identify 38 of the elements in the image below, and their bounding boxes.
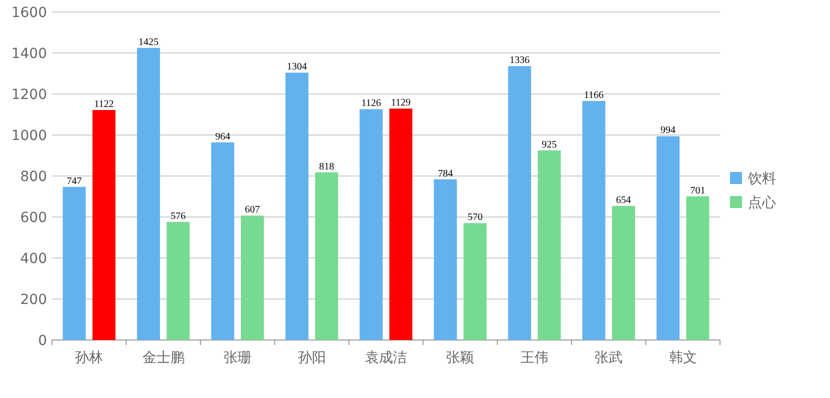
data-label: 576	[170, 210, 186, 222]
y-tick-label: 1400	[11, 46, 47, 62]
data-label: 784	[438, 168, 453, 180]
y-tick-label: 600	[20, 210, 47, 226]
data-label: 925	[542, 139, 557, 150]
y-tick-label: 0	[38, 333, 47, 349]
data-label: 1336	[510, 55, 530, 66]
x-tick-label: 韩文	[668, 350, 697, 366]
y-tick-label: 400	[20, 251, 47, 267]
y-tick-label: 200	[20, 292, 47, 308]
x-tick-label: 张颖	[446, 350, 474, 366]
y-tick-label: 1000	[11, 128, 47, 144]
data-label: 1304	[286, 62, 307, 73]
legend-label: 点心	[748, 195, 776, 211]
data-label: 964	[215, 131, 230, 142]
data-label: 747	[66, 176, 82, 187]
data-label: 1166	[584, 90, 604, 101]
x-tick-label: 张珊	[224, 350, 252, 366]
data-label: 1126	[361, 98, 381, 110]
data-label: 570	[468, 212, 483, 224]
y-tick-label: 1600	[11, 5, 47, 21]
x-tick-label: 王伟	[520, 350, 548, 366]
data-label: 818	[319, 161, 334, 172]
data-label: 1122	[94, 98, 114, 110]
x-tick-label: 金士鹏	[142, 350, 184, 366]
x-tick-label: 袁成洁	[365, 350, 407, 366]
data-label: 994	[660, 125, 676, 136]
legend-label: 饮料	[747, 171, 776, 187]
y-tick-label: 1200	[11, 87, 47, 103]
data-label: 654	[616, 194, 632, 206]
x-tick-label: 孙林	[75, 350, 104, 366]
data-label: 701	[690, 185, 706, 196]
x-tick-label: 孙阳	[298, 350, 326, 366]
x-tick-label: 张武	[594, 350, 623, 366]
data-label: 1129	[391, 98, 411, 109]
data-label: 1425	[138, 36, 158, 48]
y-tick-label: 800	[20, 169, 47, 185]
data-label: 607	[244, 204, 260, 216]
